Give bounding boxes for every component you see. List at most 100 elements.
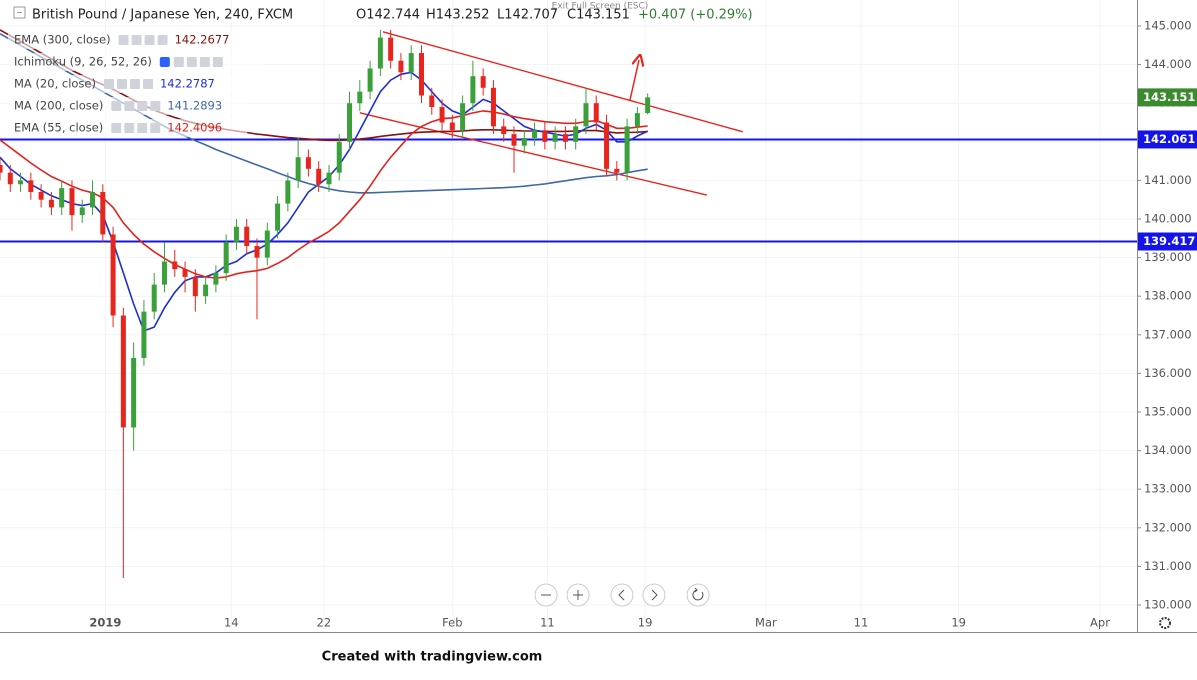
candle-body [398,60,404,73]
zoom-controls [534,583,710,607]
y-tick-label: 132.000 [1144,520,1192,534]
legend-button[interactable] [137,101,148,111]
candle-body [7,172,13,185]
x-tick-label: Apr [1090,616,1110,630]
legend-button[interactable] [173,57,184,67]
settings-button[interactable] [1159,617,1171,629]
symbol-title[interactable]: British Pound / Japanese Yen, 240, FXCM [32,8,293,23]
legend-button[interactable] [157,35,168,45]
candle-body [182,269,188,277]
legend-button[interactable] [124,101,135,111]
legend-button[interactable] [150,123,161,133]
close-text: C143.151 [567,8,630,23]
open-text: O142.744 [356,8,420,23]
y-tick-label: 134.000 [1144,443,1192,457]
legend-button[interactable] [131,35,142,45]
x-tick-label: 19 [951,616,966,630]
reset-chart[interactable] [686,583,710,607]
legend-button[interactable] [116,79,127,89]
candle-body [0,164,3,173]
legend-row-bg [8,31,255,49]
candle-body [151,284,157,312]
icon [618,589,625,601]
level-label-box [1138,232,1197,251]
y-tick-label: 133.000 [1144,482,1192,496]
candle-body [552,134,558,142]
legend-button[interactable] [118,35,129,45]
candle-body [357,91,363,104]
collapse-button[interactable] [13,6,26,19]
legend-button[interactable] [124,123,135,133]
candle-body [439,107,445,123]
legend-name: MA (200, close) [14,99,103,113]
legend-button[interactable] [111,101,122,111]
icon [692,587,704,601]
indicator-line [0,71,649,332]
exit-fullscreen[interactable]: Exit Full Screen (ESC) [552,2,649,12]
icon [573,590,583,600]
low-text: L142.707 [497,8,558,23]
y-tick-label: 144.000 [1144,57,1192,71]
candle-body [501,126,507,135]
candle-body [254,246,260,258]
candle-body [69,188,75,216]
legend-button[interactable] [144,35,155,45]
candle-body [48,199,54,208]
x-tick-label: 11 [854,616,869,630]
legend-button[interactable] [142,79,153,89]
y-tick-label: 136.000 [1144,366,1192,380]
legend-button[interactable] [137,123,148,133]
candle-body [449,122,455,131]
plot-area [0,0,1137,632]
candle-body [79,207,85,216]
candle-body [172,261,178,270]
candle-body [59,188,65,208]
legend-button[interactable] [212,57,223,67]
candle-body [275,203,281,231]
candle-body [511,134,517,146]
candle-body [624,126,630,173]
candle-body [38,191,44,200]
candle-body [542,130,548,142]
change-text: +0.407 (+0.29%) [638,8,753,23]
candle-body [347,103,353,142]
legend-value: 141.2893 [167,99,222,113]
x-tick-label: Mar [755,616,777,630]
level-label: 142.061 [1143,132,1195,146]
legend-value: 142.4096 [167,121,222,135]
candle-body [418,53,424,96]
x-tick-label: 14 [224,616,239,630]
last-price-label: 143.151 [1143,90,1195,104]
candle-body [460,103,466,131]
x-tick-label: 11 [540,616,555,630]
candle-body [285,180,291,204]
legend-button[interactable] [103,79,114,89]
visibility-toggle[interactable] [159,57,170,67]
candle-body [367,68,373,92]
scroll-left[interactable] [610,583,634,607]
legend-button[interactable] [186,57,197,67]
indicator-line [0,33,648,194]
legend-button[interactable] [111,123,122,133]
candle-body [161,261,167,285]
candle-body [634,113,640,127]
scroll-right[interactable] [642,583,666,607]
y-tick-label: 141.000 [1144,173,1192,187]
y-tick-label: 138.000 [1144,289,1192,303]
candle-body [326,172,332,185]
candle-body [645,97,651,114]
legend-button[interactable] [150,101,161,111]
candle-body [264,230,270,258]
legend-button[interactable] [129,79,140,89]
candle-body [562,134,568,142]
candle-body [233,226,239,243]
legend-button[interactable] [199,57,210,67]
candle-body [223,242,229,274]
candle-body [295,157,301,181]
candle-body [521,137,527,146]
footer: Created with tradingview.com [322,650,543,665]
y-tick-label: 140.000 [1144,212,1192,226]
level-label-box [1138,130,1197,149]
